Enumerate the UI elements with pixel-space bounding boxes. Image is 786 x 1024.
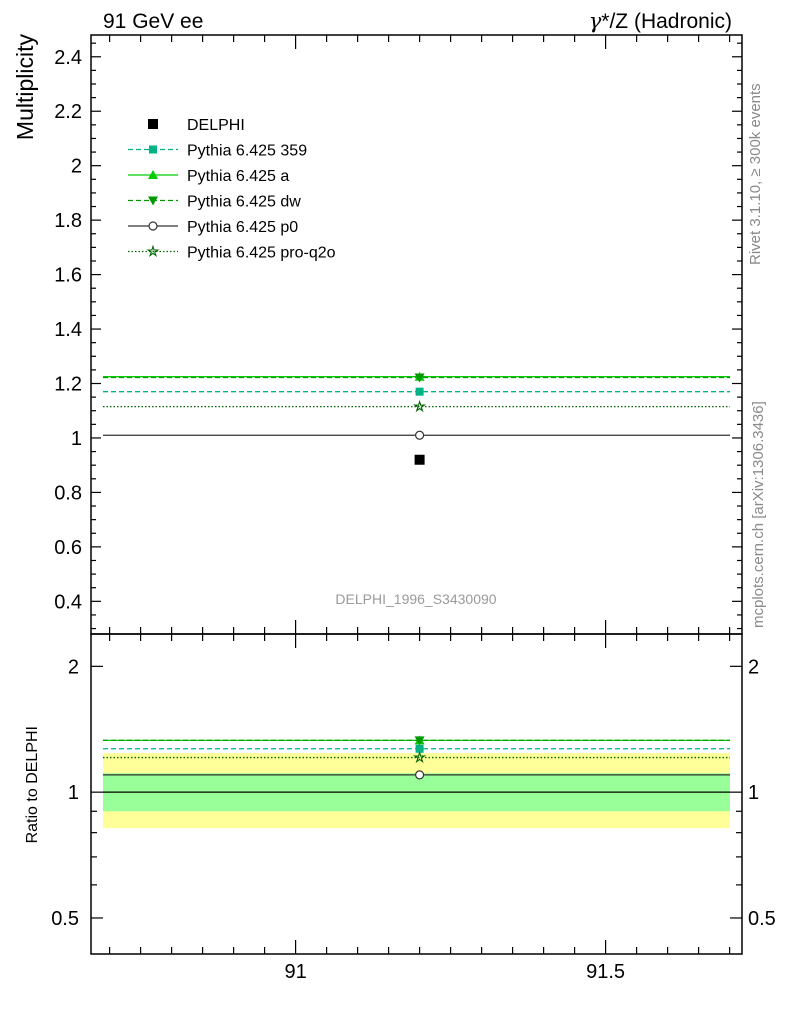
main-series-marker-2 xyxy=(414,373,425,383)
ratio-ytick-label-left: 0.5 xyxy=(51,908,79,930)
main-ytick-label: 0.8 xyxy=(54,482,82,504)
legend-marker-delphi xyxy=(148,119,158,129)
analysis-watermark: DELPHI_1996_S3430090 xyxy=(335,591,496,607)
ratio-ytick-label-left: 2 xyxy=(68,656,79,678)
legend-marker-3 xyxy=(148,196,158,206)
legend-marker-2 xyxy=(148,170,158,179)
main-ytick-label: 0.4 xyxy=(54,591,82,613)
ratio-ytick-label-right: 0.5 xyxy=(748,908,776,930)
ratio-ylabel: Ratio to DELPHI xyxy=(24,726,41,843)
ratio-uncertainty-bands xyxy=(103,753,730,829)
legend-label: Pythia 6.425 pro-q2o xyxy=(187,245,336,262)
ratio-xtick-label: 91.5 xyxy=(586,961,625,983)
ratio-ytick-label-right: 1 xyxy=(748,782,759,804)
axes: 0.4 0.6 0.8 1 1.2 1.4 1.6 1.8 2 2.2 2.4 91 91.5 0.5 0.… xyxy=(51,34,776,983)
legend-label: Pythia 6.425 p0 xyxy=(187,219,298,236)
main-ytick-label: 1.8 xyxy=(54,210,82,232)
plot-title-right: γ*/Z (Hadronic) xyxy=(589,9,732,33)
ratio-ytick-label-right: 2 xyxy=(748,656,759,678)
plot-title-left: 91 GeV ee xyxy=(103,10,203,33)
legend-label: Pythia 6.425 a xyxy=(187,168,289,185)
delphi-data-point xyxy=(414,454,425,465)
ratio-series-marker-3 xyxy=(415,770,425,780)
legend: DELPHI Pythia 6.425 359 Pythia 6.425 a Pyth… xyxy=(128,117,336,262)
legend-label: DELPHI xyxy=(187,117,245,134)
main-ytick-label: 2.2 xyxy=(54,101,82,123)
ratio-ytick-label-left: 1 xyxy=(68,782,79,804)
ratio-series-marker-2 xyxy=(414,736,425,746)
ratio-xtick-label: 91 xyxy=(284,961,306,983)
ratio-frame xyxy=(90,633,743,955)
rivet-version-label: Rivet 3.1.10, ≥ 300k events xyxy=(747,83,764,265)
ratio-series-marker-0 xyxy=(415,744,424,753)
legend-marker-5 xyxy=(146,244,160,258)
main-plot-area xyxy=(103,371,730,465)
main-ytick-label: 0.6 xyxy=(54,537,82,559)
main-series-marker-4 xyxy=(412,399,427,413)
main-ytick-label: 1.6 xyxy=(54,265,82,287)
ratio-plot-area xyxy=(103,735,730,780)
legend-marker-1 xyxy=(149,145,157,154)
legend-label: Pythia 6.425 dw xyxy=(187,194,301,211)
mcplots-label: mcplots.cern.ch [arXiv:1306.3436] xyxy=(750,401,767,628)
main-ytick-label: 2.4 xyxy=(54,47,82,69)
main-series-marker-0 xyxy=(415,387,424,396)
main-ytick-label: 2 xyxy=(71,156,82,178)
legend-marker-4 xyxy=(148,221,158,231)
ratio-series-marker-4 xyxy=(412,750,427,764)
main-ytick-label: 1.2 xyxy=(54,374,82,396)
main-series-marker-3 xyxy=(415,430,425,440)
legend-label: Pythia 6.425 359 xyxy=(187,143,307,160)
main-ytick-label: 1.4 xyxy=(54,319,82,341)
main-ytick-label: 1 xyxy=(71,428,82,450)
main-ylabel: Multiplicity xyxy=(12,34,38,141)
